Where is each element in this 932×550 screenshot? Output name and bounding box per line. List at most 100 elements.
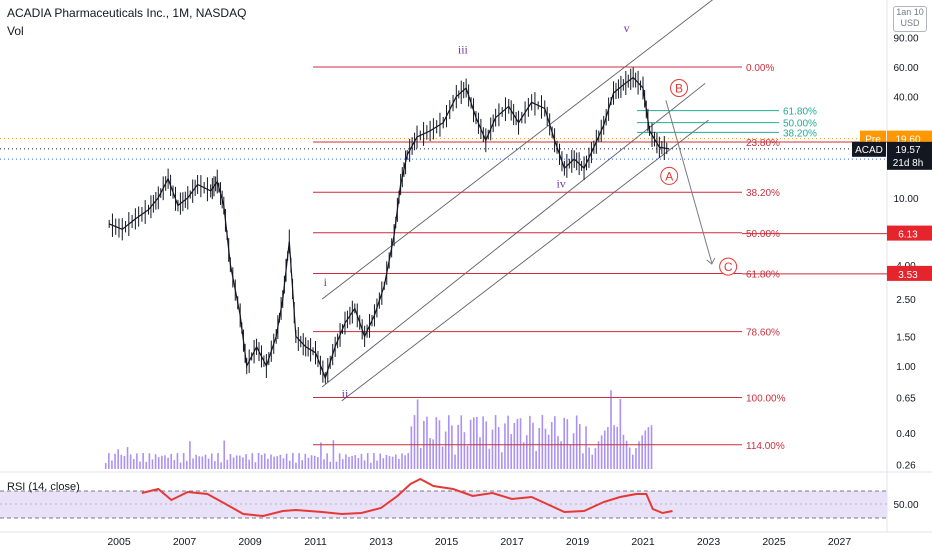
y-tick-label: 60.00 <box>893 63 918 74</box>
volume-bar <box>235 455 238 469</box>
volume-bar <box>313 455 316 469</box>
volume-bar <box>366 453 369 469</box>
fib-level-label: 100.00% <box>746 393 786 404</box>
volume-bar <box>301 460 303 469</box>
volume-bar <box>132 459 135 469</box>
volume-bar <box>198 456 201 469</box>
volume-bar <box>398 458 400 469</box>
projection-arrow <box>665 100 713 264</box>
countdown-label: 21d 8h <box>893 158 924 169</box>
volume-bar <box>360 453 363 469</box>
volume-bar <box>441 446 444 469</box>
volume-bar <box>569 444 572 469</box>
volume-bar <box>426 416 428 469</box>
volume-bar <box>251 453 254 469</box>
volume-bar <box>457 424 459 469</box>
volume-bar <box>588 447 590 469</box>
currency-top-label: 1an 10 <box>896 7 924 17</box>
y-tick-label: 1.50 <box>896 332 916 343</box>
rsi-title: RSI (14, close) <box>7 481 80 493</box>
volume-bar <box>394 454 397 469</box>
ticker-badge-label: ACAD <box>855 145 883 156</box>
volume-bar <box>323 459 325 469</box>
volume-bar <box>619 399 622 469</box>
volume-bar <box>151 459 154 469</box>
volume-bar <box>535 451 537 469</box>
x-tick-label: 2005 <box>107 536 131 548</box>
price-line <box>108 76 670 380</box>
volume-bar <box>388 456 391 469</box>
volume-bar <box>326 453 328 469</box>
currency-label: USD <box>900 18 920 28</box>
x-tick-label: 2019 <box>566 536 590 548</box>
volume-bar <box>345 454 347 469</box>
currency-badge[interactable]: 1an 10 USD <box>893 6 927 32</box>
wave-label: ii <box>342 386 349 400</box>
volume-bar <box>142 453 144 469</box>
volume-bar <box>566 419 569 469</box>
volume-bar <box>157 457 160 469</box>
pre-badge-label: Pre <box>865 135 881 146</box>
volume-bar <box>572 433 575 469</box>
volume-bar <box>613 425 615 469</box>
volume-bar <box>226 459 229 469</box>
volume-bar <box>279 454 282 469</box>
volume-bar <box>550 422 553 469</box>
volume-bar <box>557 436 559 469</box>
volume-bar <box>529 415 531 469</box>
volume-bar <box>410 426 413 469</box>
volume-bar <box>519 418 522 469</box>
wave-circle-label: C <box>724 260 733 274</box>
last-price-label: 19.57 <box>895 145 920 156</box>
volume-bar <box>316 457 319 469</box>
volume-bar <box>538 427 541 469</box>
volume-bar <box>145 461 148 469</box>
volume-bar <box>379 453 381 469</box>
volume-bar <box>176 453 179 469</box>
volume-bar <box>563 417 565 469</box>
volume-bar <box>192 458 194 469</box>
volume-bar <box>472 417 475 469</box>
volume-bar <box>298 453 300 469</box>
y-tick-label: 0.40 <box>896 429 916 440</box>
volume-bar <box>229 454 232 469</box>
volume-bar <box>270 454 272 469</box>
volume-bar <box>292 453 294 469</box>
volume-bar <box>488 448 491 469</box>
volume-bar <box>276 456 279 469</box>
volume-bar <box>454 454 456 469</box>
pre-value-label: 19.60 <box>895 135 920 146</box>
volume-bar <box>120 455 123 469</box>
volume-bar <box>114 453 116 469</box>
volume-bar <box>622 434 625 469</box>
volume-bar <box>501 452 503 469</box>
wave-label: iv <box>556 177 565 191</box>
volume-bar <box>214 461 216 469</box>
volume-bar <box>373 453 375 469</box>
volume-bar <box>522 442 525 469</box>
volume-bar <box>647 427 650 469</box>
volume-bar <box>541 415 544 469</box>
volume-bar <box>516 418 519 469</box>
volume-bar <box>363 460 366 469</box>
volume-bar <box>370 462 372 469</box>
volume-bar <box>295 462 297 469</box>
volume-bar <box>182 453 185 469</box>
wave-circle <box>719 257 738 276</box>
volume-bar <box>616 426 619 469</box>
volume-bar <box>451 425 453 469</box>
projection-arrow-head <box>706 257 716 265</box>
x-tick-label: 2013 <box>369 536 393 548</box>
volume-bar <box>288 460 291 469</box>
volume-bar <box>320 442 322 469</box>
volume-bar <box>232 457 235 469</box>
volume-bar <box>338 453 341 469</box>
volume-bar <box>104 463 107 469</box>
volume-bar <box>466 445 469 469</box>
x-tick-label: 2017 <box>500 536 524 548</box>
volume-bar <box>207 458 210 469</box>
fib-small-label: 38.20% <box>783 128 817 139</box>
volume-bar <box>391 456 394 469</box>
volume-bar <box>510 434 512 469</box>
